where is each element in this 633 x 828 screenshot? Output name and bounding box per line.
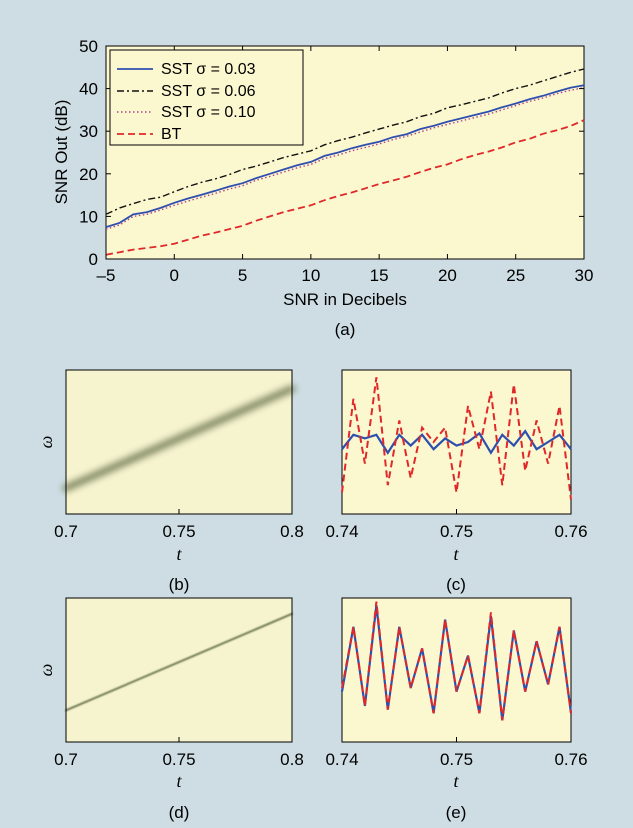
x-tick-label: 0.76 xyxy=(554,750,587,769)
x-tick-label: 20 xyxy=(438,266,457,285)
panel-e-caption: (e) xyxy=(446,803,467,822)
panel-b-xlabel: t xyxy=(176,544,182,564)
x-tick-label: 0.74 xyxy=(325,750,358,769)
panel-a-legend: SST σ = 0.03 SST σ = 0.06 SST σ = 0.10 B… xyxy=(109,49,304,146)
panel-c-xlabel: t xyxy=(453,544,459,564)
panel-c-series-group xyxy=(341,377,572,500)
panel-d-ridge xyxy=(65,612,293,712)
panel-e-xlabel: t xyxy=(453,771,459,791)
legend-label-sst-006: SST σ = 0.06 xyxy=(161,83,256,100)
legend-box xyxy=(109,49,304,146)
panel-e-series-group xyxy=(340,601,573,721)
x-tick-label: 0.7 xyxy=(54,522,78,541)
panel-b-ylabel: ω xyxy=(36,436,56,449)
panel-a-caption: (a) xyxy=(335,320,356,339)
y-tick-label: 50 xyxy=(79,37,98,56)
x-tick-label: 30 xyxy=(575,266,594,285)
x-tick-label: 0.75 xyxy=(440,750,473,769)
panel-d-ticks: 0.7 0.75 0.8 xyxy=(54,737,304,769)
panel-d-time-frequency: 0.7 0.75 0.8 ω t (d) xyxy=(36,597,304,822)
panel-a-series-group xyxy=(105,68,585,256)
y-tick-label: 30 xyxy=(79,122,98,141)
panel-b-time-frequency: 0.7 0.75 0.8 ω t (b) xyxy=(36,369,304,594)
panel-b-ridge xyxy=(62,385,296,492)
panel-a-ylabel: SNR Out (dB) xyxy=(52,100,71,205)
waveform-line-0 xyxy=(341,429,572,455)
panel-e-line-chart: 0.74 0.75 0.76 t (e) xyxy=(325,597,588,822)
panel-c-line-chart: 0.74 0.75 0.76 t (c) xyxy=(325,369,588,594)
panel-c-plot-area xyxy=(341,369,572,515)
y-tick-label: 40 xyxy=(79,80,98,99)
panel-b-caption: (b) xyxy=(169,575,190,594)
series-line-3 xyxy=(105,119,585,256)
panel-d-plot-area xyxy=(66,598,292,742)
x-tick-label: 10 xyxy=(301,266,320,285)
waveform-line-1 xyxy=(341,601,572,721)
x-tick-label: 0.75 xyxy=(440,522,473,541)
y-tick-label: 0 xyxy=(89,250,98,269)
panel-e-ticks: 0.74 0.75 0.76 xyxy=(325,737,588,769)
panel-d-ylabel: ω xyxy=(36,664,56,677)
legend-label-sst-010: SST σ = 0.10 xyxy=(161,104,256,121)
x-tick-label: –5 xyxy=(97,266,116,285)
panel-e-plot-area xyxy=(341,597,572,743)
x-tick-label: 0.74 xyxy=(325,522,358,541)
x-tick-label: 0.75 xyxy=(162,522,195,541)
panel-c-caption: (c) xyxy=(446,575,466,594)
x-tick-label: 25 xyxy=(506,266,525,285)
x-tick-label: 5 xyxy=(238,266,247,285)
series-line-0 xyxy=(105,84,585,228)
series-line-1 xyxy=(105,68,585,215)
x-tick-label: 0.76 xyxy=(554,522,587,541)
panel-d-xlabel: t xyxy=(176,771,182,791)
panel-c-ticks: 0.74 0.75 0.76 xyxy=(325,509,588,541)
x-tick-label: 15 xyxy=(370,266,389,285)
x-tick-label: 0.75 xyxy=(162,750,195,769)
x-tick-label: 0 xyxy=(170,266,179,285)
legend-label-sst-003: SST σ = 0.03 xyxy=(161,61,256,78)
legend-label-bt: BT xyxy=(161,126,182,143)
x-tick-label: 0.8 xyxy=(280,522,304,541)
y-tick-label: 20 xyxy=(79,165,98,184)
panel-b-ticks: 0.7 0.75 0.8 xyxy=(54,509,304,541)
series-line-2 xyxy=(105,87,585,230)
x-tick-label: 0.7 xyxy=(54,750,78,769)
panel-d-caption: (d) xyxy=(169,803,190,822)
panel-a-xlabel: SNR in Decibels xyxy=(283,290,407,309)
y-tick-label: 10 xyxy=(79,207,98,226)
x-tick-label: 0.8 xyxy=(280,750,304,769)
